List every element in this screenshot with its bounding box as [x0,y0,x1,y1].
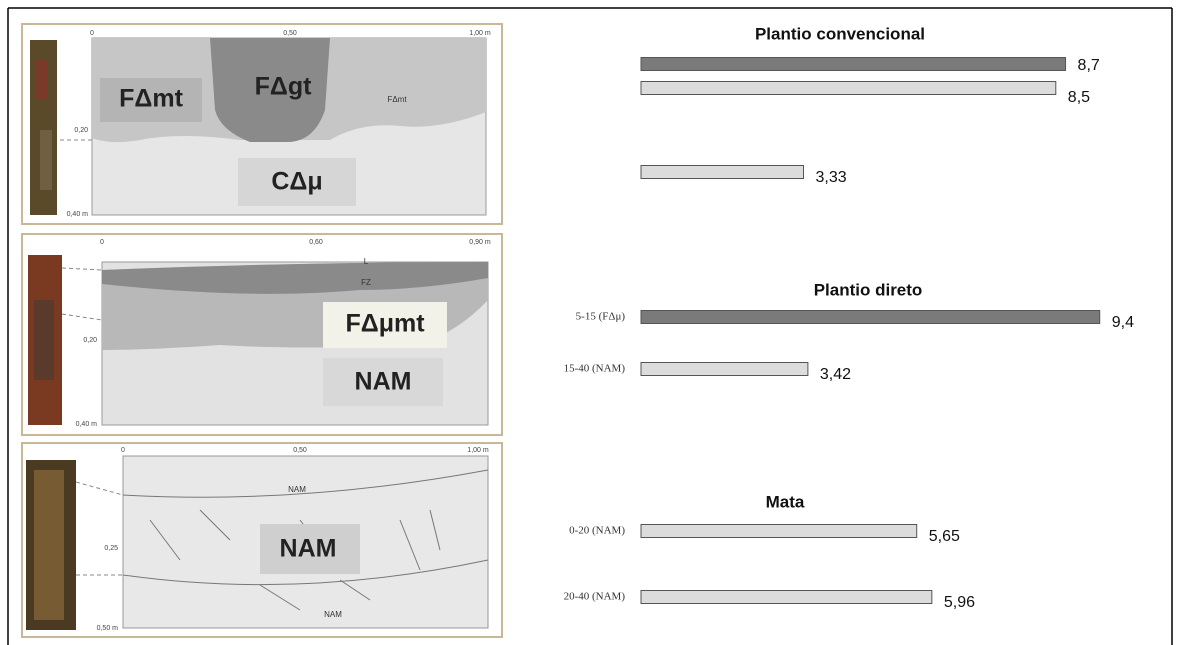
scale-label: 0 [100,239,104,246]
bar [640,57,1067,71]
horizon-label: CΔμ [271,168,322,196]
chart-title: Mata [766,492,805,511]
scale-label: 0 [90,30,94,37]
scale-label: 0 [121,447,125,454]
category-label: 0-20 (NAM) [569,525,625,537]
horizon-label: NAM [355,368,412,396]
scale-label: 1,00 m [469,30,491,37]
bar [640,362,809,376]
horizon-label: FΔmt [387,95,407,104]
profile-panel: 0 0,60 0,90 m 0,20 0,40 m L FZ FΔμmt NAM [21,233,503,436]
bar [640,590,933,604]
frame [7,7,1173,645]
bar [640,310,1101,324]
horizon-label: FΔμmt [345,310,425,338]
scale-label: 0,90 m [469,239,491,246]
value-label: 5,65 [929,528,960,545]
bar [640,81,1057,95]
scale-label: 0,50 [293,447,307,454]
value-label: 3,42 [820,366,851,383]
horizon-label: NAM [288,485,306,494]
horizon-label: FZ [361,278,371,287]
scale-label: 0,50 m [97,625,119,632]
scale-label: 0,20 [83,337,97,344]
bar [640,524,918,538]
scale-label: 0,40 m [67,211,89,218]
scale-label: 0,25 [104,545,118,552]
horizon-label: FΔgt [255,73,313,101]
scale-label: 0,50 [283,30,297,37]
horizon-label: FΔmt [119,85,183,113]
value-label: 3,33 [816,169,847,186]
horizon-label: NAM [324,610,342,619]
value-label: 8,5 [1068,89,1090,106]
profile-panel: 0 0,50 1,00 m 0,20 0,40 m FΔmt FΔgt FΔmt… [21,23,503,225]
category-label: 5-15 (FΔμ) [576,311,626,323]
profile-panel: 0 0,50 1,00 m 0,25 0,50 m NAM NAM NAM [21,442,503,638]
bar [640,165,805,179]
horizon-label: L [364,257,369,266]
scale-label: 0,60 [309,239,323,246]
scale-label: 1,00 m [467,447,489,454]
value-label: 5,96 [944,594,975,611]
horizon-label: NAM [280,535,337,563]
value-label: 8,7 [1078,57,1100,74]
chart-title: Plantio convencional [755,24,925,43]
scale-label: 0,20 [74,127,88,134]
value-label: 9,4 [1112,314,1134,331]
category-label: 15-40 (NAM) [564,363,626,375]
category-label: 20-40 (NAM) [564,591,626,603]
chart-title: Plantio direto [814,280,923,299]
scale-label: 0,40 m [76,421,98,428]
